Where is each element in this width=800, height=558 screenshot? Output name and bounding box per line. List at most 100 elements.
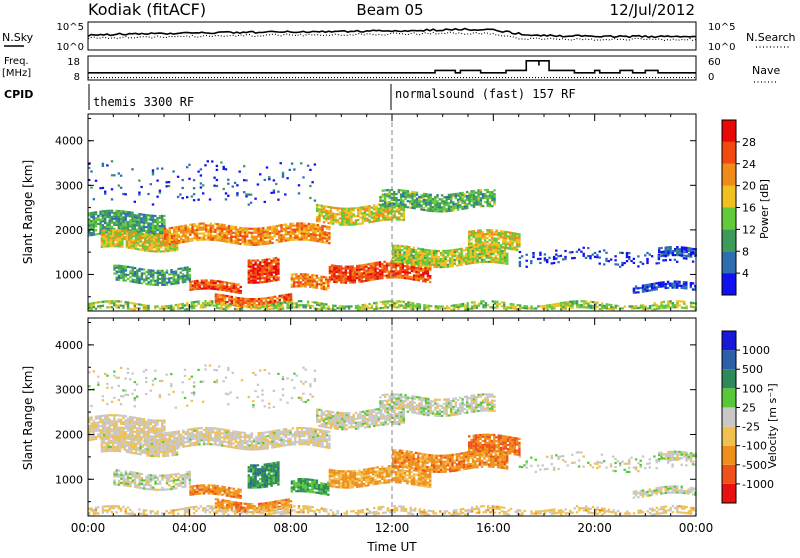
heatmap-cell bbox=[583, 302, 585, 304]
heatmap-cell bbox=[242, 235, 244, 237]
heatmap-cell bbox=[117, 245, 119, 247]
heatmap-cell bbox=[316, 287, 318, 289]
heatmap-cell bbox=[111, 420, 113, 422]
heatmap-cell bbox=[587, 255, 589, 257]
heatmap-cell bbox=[114, 235, 116, 237]
heatmap-cell bbox=[394, 247, 396, 249]
heatmap-cell bbox=[342, 272, 344, 274]
heatmap-cell bbox=[487, 199, 489, 201]
heatmap-cell bbox=[599, 257, 601, 259]
heatmap-cell bbox=[99, 421, 101, 423]
heatmap-cell bbox=[141, 272, 143, 274]
heatmap-cell bbox=[518, 237, 520, 239]
heatmap-cell bbox=[127, 424, 129, 426]
heatmap-cell bbox=[350, 210, 352, 212]
heatmap-cell bbox=[496, 303, 498, 305]
heatmap-cell bbox=[402, 206, 404, 208]
heatmap-cell bbox=[166, 278, 168, 280]
heatmap-cell bbox=[458, 254, 460, 256]
heatmap-cell bbox=[345, 272, 347, 274]
heatmap-cell bbox=[324, 241, 326, 243]
heatmap-cell bbox=[226, 227, 228, 229]
heatmap-cell bbox=[137, 248, 139, 250]
heatmap-cell bbox=[688, 253, 690, 255]
heatmap-cell bbox=[138, 426, 140, 428]
heatmap-cell bbox=[343, 216, 345, 218]
heatmap-cell bbox=[235, 287, 237, 289]
heatmap-cell bbox=[679, 254, 681, 256]
heatmap-cell bbox=[267, 243, 269, 245]
heatmap-cell bbox=[95, 233, 97, 235]
heatmap-cell bbox=[475, 232, 477, 234]
heatmap-cell bbox=[683, 255, 685, 257]
heatmap-cell bbox=[117, 237, 119, 239]
heatmap-cell bbox=[332, 308, 334, 310]
heatmap-cell bbox=[384, 199, 386, 201]
heatmap-cell bbox=[185, 225, 187, 227]
heatmap-cell bbox=[214, 286, 216, 288]
heatmap-cell bbox=[473, 236, 475, 238]
heatmap-cell bbox=[500, 234, 502, 236]
heatmap-cell bbox=[171, 247, 173, 249]
heatmap-cell bbox=[268, 274, 270, 276]
heatmap-cell bbox=[422, 276, 424, 278]
heatmap-cell bbox=[112, 237, 114, 239]
heatmap-cell bbox=[320, 282, 322, 284]
heatmap-cell bbox=[410, 308, 412, 310]
heatmap-cell bbox=[399, 269, 401, 271]
heatmap-cell bbox=[147, 425, 149, 427]
heatmap-cell bbox=[473, 246, 475, 248]
heatmap-cell bbox=[491, 195, 493, 197]
heatmap-cell bbox=[102, 220, 104, 222]
heatmap-cell bbox=[203, 234, 205, 236]
heatmap-cell bbox=[291, 284, 293, 286]
heatmap-cell bbox=[403, 211, 405, 213]
heatmap-cell bbox=[340, 279, 342, 281]
heatmap-cell bbox=[424, 257, 426, 259]
heatmap-cell bbox=[406, 258, 408, 260]
heatmap-cell bbox=[140, 217, 142, 219]
heatmap-cell bbox=[407, 301, 409, 303]
heatmap-cell bbox=[479, 231, 481, 233]
heatmap-cell bbox=[120, 423, 122, 425]
heatmap-cell bbox=[476, 307, 478, 309]
heatmap-cell bbox=[189, 240, 191, 242]
heatmap-cell bbox=[223, 226, 225, 228]
heatmap-cell bbox=[323, 307, 325, 309]
heatmap-cell bbox=[499, 254, 501, 256]
heatmap-cell bbox=[138, 278, 140, 280]
heatmap-cell bbox=[266, 304, 268, 306]
heatmap-cell bbox=[480, 300, 482, 302]
heatmap-cell bbox=[683, 285, 685, 287]
heatmap-cell bbox=[406, 260, 408, 262]
heatmap-cell bbox=[587, 303, 589, 305]
heatmap-cell bbox=[690, 282, 692, 284]
heatmap-cell bbox=[232, 242, 234, 244]
heatmap-cell bbox=[361, 276, 363, 278]
heatmap-cell bbox=[415, 257, 417, 259]
heatmap-cell bbox=[282, 302, 284, 304]
heatmap-cell bbox=[311, 280, 313, 282]
heatmap-cell bbox=[375, 220, 377, 222]
heatmap-cell bbox=[226, 290, 228, 292]
heatmap-cell bbox=[194, 225, 196, 227]
heatmap-cell bbox=[319, 227, 321, 229]
heatmap-cell bbox=[106, 224, 108, 226]
heatmap-cell bbox=[173, 229, 175, 231]
heatmap-cell bbox=[186, 304, 188, 306]
heatmap-cell bbox=[495, 257, 497, 259]
heatmap-cell bbox=[378, 212, 380, 214]
heatmap-cell bbox=[106, 418, 108, 420]
heatmap-cell bbox=[151, 240, 153, 242]
heatmap-cell bbox=[150, 271, 152, 273]
heatmap-cell bbox=[592, 301, 594, 303]
heatmap-cell bbox=[477, 203, 479, 205]
heatmap-cell bbox=[202, 306, 204, 308]
heatmap-cell bbox=[163, 429, 165, 431]
heatmap-cell bbox=[387, 217, 389, 219]
heatmap-cell bbox=[125, 211, 127, 213]
heatmap-cell bbox=[483, 259, 485, 261]
heatmap-cell bbox=[171, 237, 173, 239]
heatmap-cell bbox=[406, 275, 408, 277]
